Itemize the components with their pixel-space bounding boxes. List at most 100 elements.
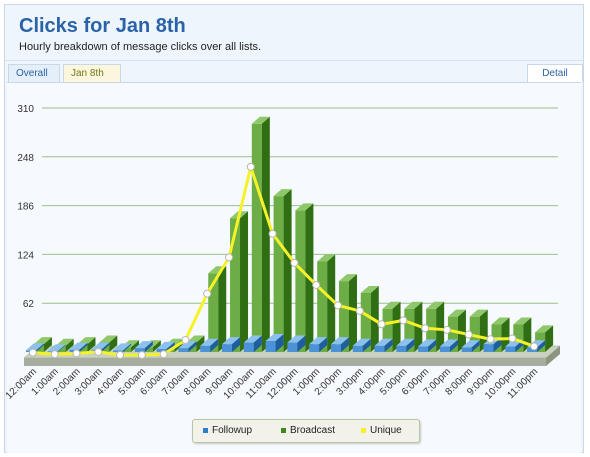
- broadcast-bar-side: [501, 317, 510, 352]
- followup-bar: [134, 348, 145, 352]
- followup-bar-top: [396, 338, 415, 346]
- broadcast-bar-top: [469, 309, 488, 317]
- followup-bar: [243, 342, 254, 352]
- unique-point: [421, 324, 430, 333]
- y-tick-label: 62: [23, 299, 35, 310]
- unique-point: [72, 349, 81, 358]
- broadcast-bar-side: [240, 211, 249, 352]
- followup-bar-top: [418, 339, 437, 347]
- followup-bar: [374, 345, 385, 352]
- legend-item-broadcast: Broadcast: [281, 425, 335, 437]
- plot-area: [7, 82, 581, 453]
- followup-bar-side: [406, 338, 415, 352]
- followup-bar: [439, 346, 450, 352]
- chart-floor-front: [24, 358, 546, 366]
- legend-swatch-followup: [203, 427, 208, 433]
- broadcast-bar-top: [447, 309, 466, 317]
- broadcast-bar-side: [109, 335, 118, 352]
- chart-floor-side: [546, 346, 560, 366]
- unique-point: [50, 350, 59, 359]
- broadcast-bar: [360, 292, 371, 352]
- followup-bar-top: [25, 343, 44, 351]
- broadcast-bar: [338, 281, 349, 352]
- followup-bar-top: [352, 338, 371, 346]
- unique-point: [377, 320, 386, 329]
- broadcast-bar-side: [87, 337, 96, 352]
- broadcast-bar-top: [360, 285, 379, 293]
- legend-label-unique: Unique: [370, 425, 402, 436]
- broadcast-bar-top: [338, 274, 357, 282]
- followup-bar-side: [493, 337, 502, 352]
- legend-swatch-broadcast: [281, 427, 286, 433]
- followup-bar-side: [537, 340, 546, 352]
- unique-point: [159, 350, 168, 359]
- followup-bar: [330, 344, 341, 352]
- followup-bar-top: [374, 338, 393, 346]
- followup-bar-side: [275, 333, 284, 352]
- followup-bar: [200, 345, 211, 352]
- y-tick-label: 186: [17, 202, 34, 213]
- broadcast-bar-top: [251, 116, 270, 124]
- followup-bar-side: [188, 341, 197, 352]
- followup-bar: [309, 344, 320, 352]
- broadcast-bar-top: [77, 337, 96, 345]
- unique-point: [399, 316, 408, 325]
- unique-point: [203, 289, 212, 298]
- tab-jan-8th[interactable]: Jan 8th: [63, 64, 121, 82]
- unique-point: [486, 335, 495, 344]
- unique-point: [290, 258, 299, 267]
- unique-point: [333, 301, 342, 310]
- followup-bar-side: [297, 335, 306, 352]
- followup-bar-top: [265, 333, 284, 341]
- followup-bar-top: [113, 343, 132, 351]
- broadcast-bar-top: [99, 335, 118, 343]
- y-tick-label: 310: [17, 104, 34, 115]
- followup-bar: [461, 347, 472, 352]
- followup-bar: [287, 342, 298, 352]
- broadcast-bar: [295, 210, 306, 352]
- followup-bar-top: [200, 338, 219, 346]
- followup-bar: [352, 345, 363, 352]
- unique-point: [442, 325, 451, 334]
- followup-bar-top: [178, 341, 197, 349]
- followup-bar-side: [471, 340, 480, 352]
- broadcast-bar-side: [131, 340, 140, 352]
- broadcast-bar-top: [33, 337, 52, 345]
- unique-point: [508, 334, 517, 343]
- y-tick-label: 248: [17, 153, 34, 164]
- followup-bar: [505, 346, 516, 352]
- panel-header: Clicks for Jan 8th Hourly breakdown of m…: [5, 5, 583, 61]
- unique-point: [225, 253, 234, 262]
- broadcast-bar-top: [535, 325, 554, 333]
- broadcast-bar-side: [152, 340, 161, 352]
- followup-bar: [483, 344, 494, 352]
- unique-point: [94, 347, 103, 356]
- broadcast-bar-side: [348, 274, 357, 352]
- chart-panel: Clicks for Jan 8th Hourly breakdown of m…: [4, 4, 584, 453]
- followup-bar-top: [134, 341, 153, 349]
- broadcast-bar-top: [55, 338, 74, 346]
- broadcast-bar: [273, 196, 284, 352]
- followup-bar-side: [384, 338, 393, 352]
- unique-point: [28, 348, 37, 357]
- broadcast-bar-side: [392, 301, 401, 352]
- legend-label-broadcast: Broadcast: [290, 425, 336, 436]
- followup-bar: [418, 346, 429, 352]
- broadcast-bar-top: [273, 189, 292, 197]
- followup-bar-top: [222, 337, 241, 345]
- followup-bar-side: [449, 339, 458, 352]
- followup-bar-side: [428, 339, 437, 352]
- tab-overall[interactable]: Overall: [8, 64, 60, 82]
- x-tick-label: 12:00am: [4, 366, 39, 401]
- broadcast-bar-top: [513, 317, 532, 325]
- unique-point: [116, 351, 125, 359]
- detail-button[interactable]: Detail: [527, 64, 583, 82]
- unique-point: [137, 351, 146, 359]
- broadcast-bar-top: [491, 317, 510, 325]
- broadcast-bar: [251, 123, 262, 352]
- followup-bar-top: [156, 341, 175, 349]
- broadcast-bar-top: [317, 254, 336, 262]
- unique-point: [355, 306, 364, 315]
- followup-bar-top: [243, 335, 262, 343]
